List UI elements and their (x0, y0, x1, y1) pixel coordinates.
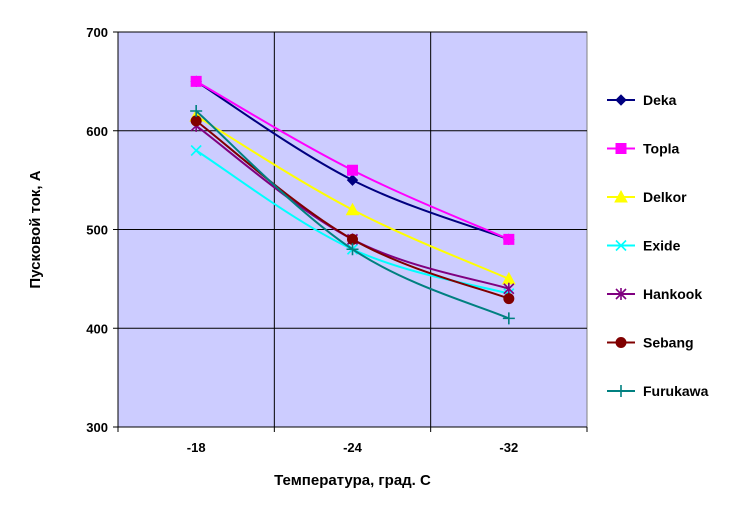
data-point (503, 282, 515, 295)
legend-item: Exide (607, 238, 681, 254)
data-point (503, 293, 515, 305)
data-point (190, 105, 203, 117)
legend-label: Topla (643, 141, 680, 157)
legend-item: Furukawa (607, 383, 709, 399)
data-point (345, 202, 360, 216)
legend-label: Sebang (643, 335, 694, 351)
axes: 300 400 500 600 700 -18 -24 -32 (86, 25, 588, 455)
data-point (346, 174, 359, 186)
legend-item: Topla (607, 141, 680, 157)
legend-item: Hankook (607, 286, 702, 302)
y-tick-label: 300 (86, 420, 108, 435)
legend-marker (615, 143, 627, 154)
series-furukawa (190, 105, 515, 325)
series-sebang (190, 115, 515, 305)
x-tick-label: -24 (343, 440, 363, 455)
legend-item: Deka (607, 92, 677, 108)
legend: Deka Topla Delkor Exide Hankook Sebang Furukaw… (607, 92, 709, 399)
data-point (190, 115, 202, 127)
y-tick-label: 400 (86, 321, 108, 336)
legend-label: Furukawa (643, 383, 709, 399)
data-point (347, 233, 358, 245)
x-tick-label: -18 (187, 440, 206, 455)
legend-marker (615, 239, 627, 252)
x-tick-label: -32 (499, 440, 518, 455)
legend-marker (615, 385, 627, 397)
data-point (502, 312, 515, 325)
legend-marker (615, 337, 627, 348)
legend-marker (614, 189, 628, 203)
data-point (503, 233, 515, 245)
data-point (347, 164, 358, 176)
legend-label: Delkor (643, 189, 687, 205)
legend-label: Exide (643, 238, 681, 254)
legend-label: Hankook (643, 286, 702, 302)
legend-label: Deka (643, 92, 677, 108)
legend-item: Sebang (607, 335, 694, 351)
y-tick-label: 600 (86, 124, 108, 139)
legend-marker (615, 288, 627, 300)
y-tick-label: 700 (86, 25, 108, 40)
legend-marker (615, 94, 627, 106)
y-axis-title: Пусковой ток, А (27, 170, 44, 288)
x-axis-title: Температура, град. С (274, 472, 431, 489)
data-point (190, 75, 202, 87)
data-point (190, 144, 202, 157)
series-group (189, 75, 516, 325)
series-topla (190, 75, 515, 245)
y-tick-label: 500 (86, 223, 108, 238)
legend-item: Delkor (607, 189, 687, 205)
data-point (346, 243, 359, 256)
